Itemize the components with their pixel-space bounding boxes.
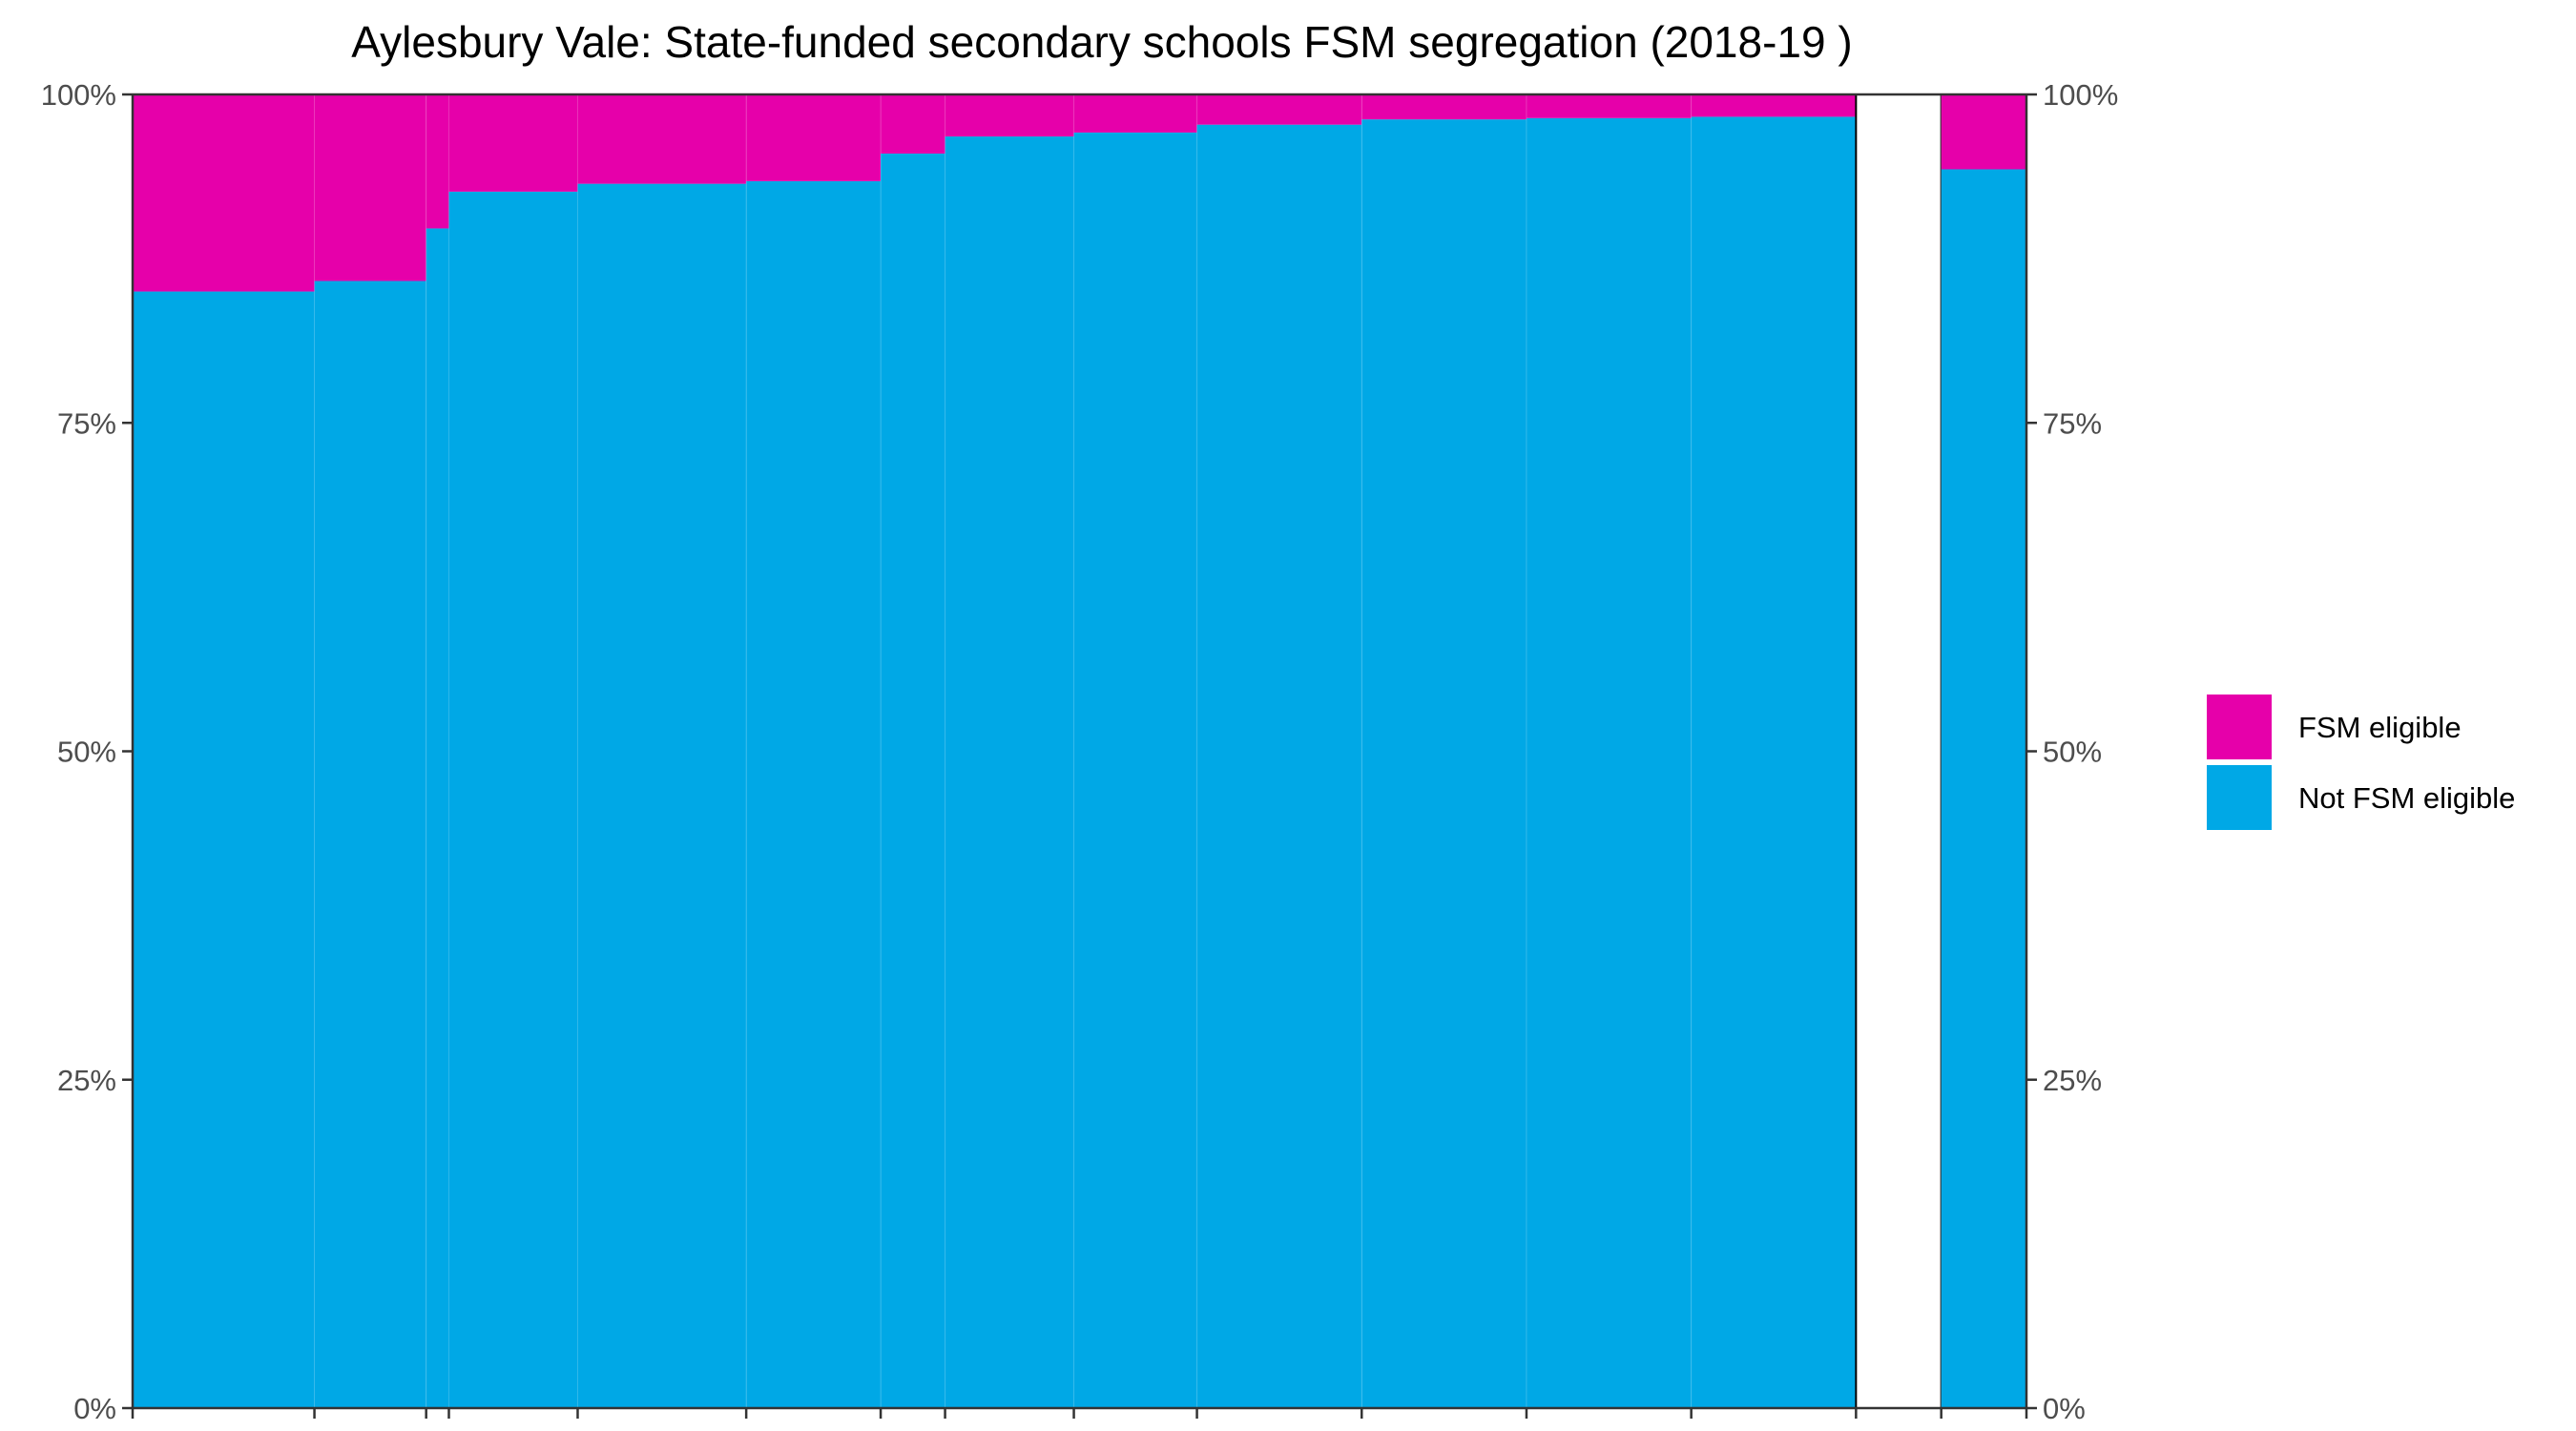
bar-fsm-4 bbox=[448, 94, 578, 192]
bar-fsm-7 bbox=[881, 94, 945, 154]
bar-fsm-15 bbox=[1941, 94, 2026, 170]
legend-label-not-fsm: Not FSM eligible bbox=[2298, 781, 2515, 815]
bar-not-fsm-9 bbox=[1073, 132, 1197, 1409]
bar-fsm-6 bbox=[746, 94, 882, 181]
legend-label-fsm: FSM eligible bbox=[2298, 711, 2462, 744]
bar-fsm-1 bbox=[133, 94, 315, 292]
bar-not-fsm-15 bbox=[1941, 169, 2026, 1408]
bar-fsm-2 bbox=[314, 94, 426, 281]
bar-fsm-5 bbox=[577, 94, 747, 184]
bar-not-fsm-7 bbox=[881, 153, 945, 1409]
y-tick-label-right: 25% bbox=[2043, 1064, 2102, 1097]
bar-empty-14 bbox=[1855, 93, 1942, 1409]
bar-fsm-11 bbox=[1361, 94, 1527, 120]
bar-fsm-3 bbox=[426, 94, 449, 229]
legend: FSM eligible Not FSM eligible bbox=[2207, 695, 2515, 830]
bar-fsm-8 bbox=[945, 94, 1074, 137]
chart-title: Aylesbury Vale: State-funded secondary s… bbox=[351, 17, 1852, 67]
bar-fsm-10 bbox=[1196, 94, 1362, 125]
y-tick-label-right: 50% bbox=[2043, 736, 2102, 769]
bar-fsm-9 bbox=[1073, 94, 1197, 133]
legend-key-fsm bbox=[2207, 695, 2272, 759]
bar-not-fsm-6 bbox=[746, 180, 882, 1409]
bar-fsm-13 bbox=[1691, 94, 1857, 117]
bar-not-fsm-8 bbox=[945, 136, 1074, 1409]
bar-not-fsm-12 bbox=[1526, 117, 1692, 1408]
bar-not-fsm-5 bbox=[577, 183, 747, 1409]
y-tick-label-left: 100% bbox=[41, 78, 116, 112]
bar-not-fsm-1 bbox=[133, 291, 315, 1408]
bars-group bbox=[132, 93, 2026, 1409]
bar-not-fsm-2 bbox=[314, 280, 426, 1409]
bar-not-fsm-3 bbox=[426, 228, 449, 1409]
bar-not-fsm-13 bbox=[1691, 116, 1857, 1409]
y-tick-label-right: 100% bbox=[2043, 78, 2118, 112]
y-tick-label-right: 75% bbox=[2043, 406, 2102, 440]
bar-not-fsm-11 bbox=[1361, 119, 1527, 1409]
y-tick-label-right: 0% bbox=[2043, 1392, 2086, 1425]
y-tick-label-left: 50% bbox=[57, 736, 116, 769]
axes-group: 0% 0% 25% 25% 50% 50% 75% 75% 100% 100% bbox=[41, 78, 2119, 1425]
y-tick-label-left: 75% bbox=[57, 406, 116, 440]
legend-key-not-fsm bbox=[2207, 765, 2272, 830]
y-tick-label-left: 0% bbox=[73, 1392, 116, 1425]
bar-fsm-12 bbox=[1526, 94, 1692, 118]
y-tick-label-left: 25% bbox=[57, 1064, 116, 1097]
bar-not-fsm-4 bbox=[448, 191, 578, 1409]
bar-not-fsm-10 bbox=[1196, 124, 1362, 1408]
